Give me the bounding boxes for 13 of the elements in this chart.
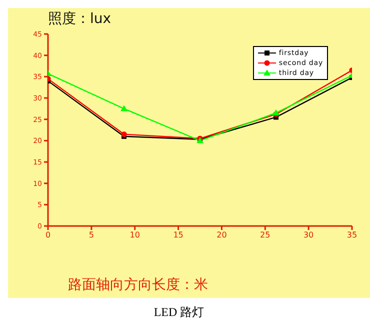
text: LED 路灯 [152,304,206,321]
x-tick-label: 5 [88,230,94,240]
chart-title: 照度：lux [48,10,112,28]
x-tick-label: 15 [173,230,184,240]
x-tick-label: 10 [130,230,140,240]
point [121,131,127,138]
point [120,105,128,112]
x-tick-label: 25 [260,230,270,240]
x-tick-label: 0 [45,230,51,240]
x-axis-title: 路面轴向方向长度：米 [68,276,208,294]
x-tick-label: 35 [346,230,358,240]
x-tick-label: 20 [216,230,227,240]
x-tick-label: 30 [303,230,314,240]
